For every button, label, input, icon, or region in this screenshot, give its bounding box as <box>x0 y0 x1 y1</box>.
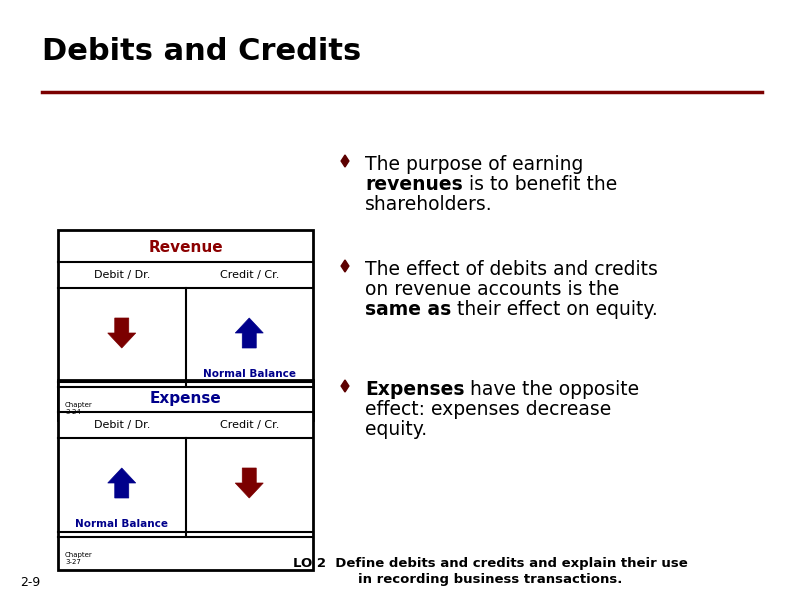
Text: effect: expenses decrease: effect: expenses decrease <box>365 400 611 419</box>
Text: in recording business transactions.: in recording business transactions. <box>358 572 622 586</box>
Text: The purpose of earning: The purpose of earning <box>365 155 583 174</box>
Text: revenues: revenues <box>365 175 462 194</box>
Text: Credit / Cr.: Credit / Cr. <box>219 270 279 280</box>
Text: Expenses: Expenses <box>365 380 465 399</box>
Text: their effect on equity.: their effect on equity. <box>451 300 658 319</box>
Text: The effect of debits and credits: The effect of debits and credits <box>365 260 658 279</box>
Text: equity.: equity. <box>365 420 427 439</box>
Polygon shape <box>341 155 349 167</box>
Text: Normal Balance: Normal Balance <box>202 369 296 379</box>
Text: Credit / Cr.: Credit / Cr. <box>219 420 279 430</box>
Text: LO 2  Define debits and credits and explain their use: LO 2 Define debits and credits and expla… <box>293 557 687 569</box>
Text: Normal Balance: Normal Balance <box>75 519 168 529</box>
Text: Revenue: Revenue <box>148 241 223 256</box>
Text: Debits and Credits: Debits and Credits <box>42 37 362 67</box>
Bar <box>58 230 313 420</box>
Polygon shape <box>341 380 349 392</box>
Text: Debit / Dr.: Debit / Dr. <box>94 420 150 430</box>
Polygon shape <box>341 260 349 272</box>
Text: Chapter
3-24: Chapter 3-24 <box>65 401 93 415</box>
Text: Chapter
3-27: Chapter 3-27 <box>65 551 93 565</box>
Text: shareholders.: shareholders. <box>365 195 493 214</box>
Text: Debit / Dr.: Debit / Dr. <box>94 270 150 280</box>
Polygon shape <box>108 318 136 348</box>
Text: same as: same as <box>365 300 451 319</box>
Text: is to benefit the: is to benefit the <box>462 175 617 194</box>
Polygon shape <box>108 468 136 498</box>
Text: Expense: Expense <box>150 391 222 406</box>
Text: on revenue accounts is the: on revenue accounts is the <box>365 280 619 299</box>
Text: have the opposite: have the opposite <box>465 380 640 399</box>
Polygon shape <box>235 468 263 498</box>
Text: 2-9: 2-9 <box>20 575 40 589</box>
Bar <box>58 380 313 570</box>
Polygon shape <box>235 318 263 348</box>
